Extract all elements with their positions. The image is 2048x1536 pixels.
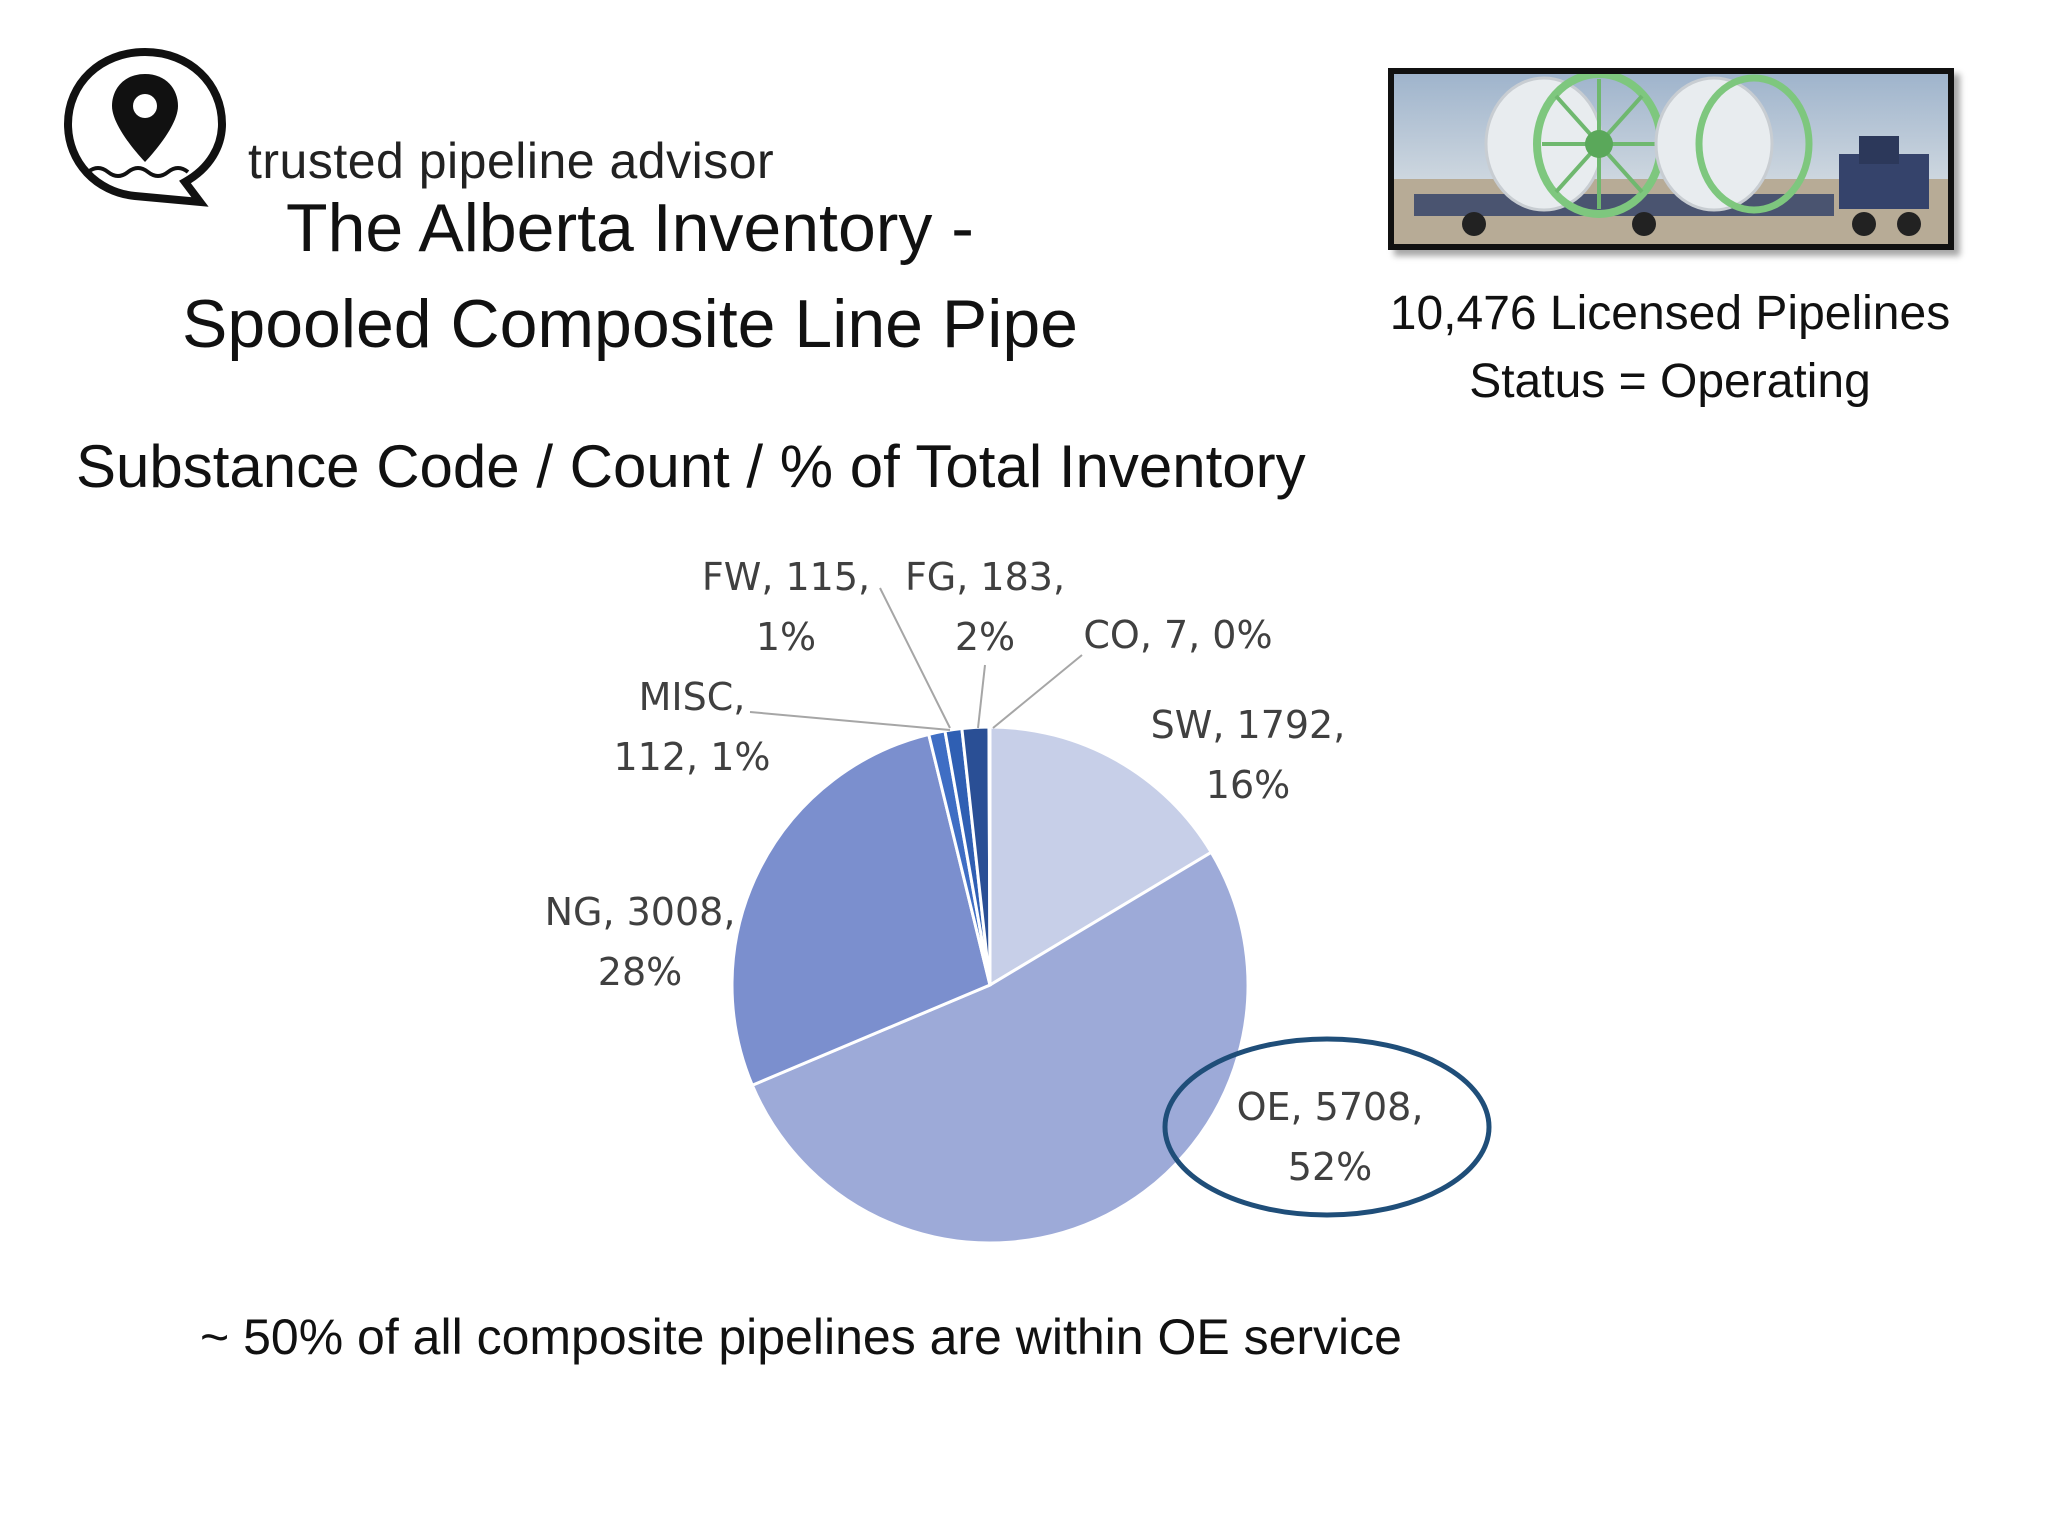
data-label-misc: MISC, 112, 1% (614, 675, 771, 779)
licensed-pipelines-count: 10,476 Licensed Pipelines (1389, 287, 1951, 340)
leader-line-misc (749, 711, 951, 731)
oe-highlight-ellipse (1162, 1036, 1492, 1218)
brand: trusted pipeline advisor (60, 44, 880, 214)
pie-slice-ng (730, 732, 992, 1088)
pie-slice-co (987, 725, 992, 986)
footnote: ~ 50% of all composite pipelines are wit… (200, 1309, 1402, 1365)
data-label-oe: OE, 5708, 52% (1237, 1085, 1424, 1189)
map-pin-speech-bubble-icon (63, 47, 227, 207)
page-title: The Alberta Inventory - Spooled Composit… (80, 180, 1180, 372)
data-label-fg: FG, 183, 2% (905, 555, 1065, 659)
brand-name: trusted pipeline advisor (248, 133, 775, 189)
pie-slice-sw (988, 725, 1214, 988)
data-label-sw: SW, 1792, 16% (1151, 703, 1346, 807)
pie-slice-oe (750, 850, 1250, 1245)
data-label-co: CO, 7, 0% (1083, 613, 1272, 657)
leader-line-fw (879, 587, 951, 729)
leader-line-fg (977, 664, 986, 729)
status-filter: Status = Operating (1469, 355, 1871, 408)
data-label-ng: NG, 3008, 28% (545, 890, 736, 994)
pipeline-summary: 10,476 Licensed Pipelines Status = Opera… (1320, 280, 2020, 416)
pipe-spools-on-truck-photo (1394, 74, 1948, 244)
photo-frame (1388, 68, 1954, 250)
data-label-fw: FW, 115, 1% (702, 555, 870, 659)
leader-line-co (992, 654, 1083, 729)
chart-subtitle: Substance Code / Count / % of Total Inve… (76, 433, 1306, 500)
title-line-2: Spooled Composite Line Pipe (182, 286, 1078, 362)
title-line-1: The Alberta Inventory - (286, 190, 974, 266)
